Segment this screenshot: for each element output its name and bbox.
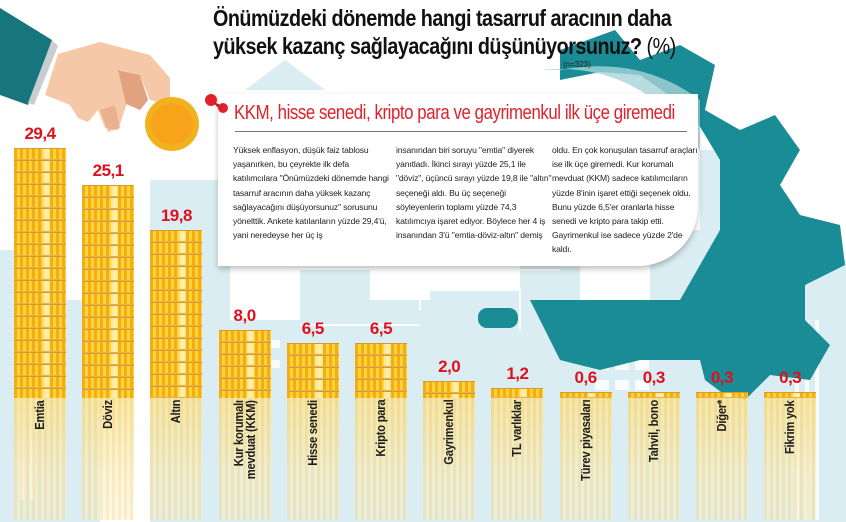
bar-category-label: Diğer* — [702, 400, 742, 520]
article-box — [218, 94, 698, 266]
bar-category-label: Kur korumalı mevduat (KKM) — [225, 400, 265, 520]
bar-value-label: 19,8 — [160, 206, 193, 225]
title-unit: (%) — [646, 33, 677, 59]
title-line-2: yüksek kazanç sağlayacağını düşünüyorsun… — [213, 32, 676, 60]
article-column-1: Yüksek enflasyon, düşük faiz tablosu yaş… — [233, 145, 389, 241]
bar-value-label: 29,4 — [24, 124, 56, 143]
bar-value-label: 0,3 — [642, 368, 666, 387]
bar-reflection — [627, 398, 680, 520]
coin-stack — [627, 392, 680, 398]
coin-stack — [355, 343, 407, 398]
bar-category-label: TL varlıklar — [497, 400, 537, 520]
bar-2: 19,8 Altın — [150, 0, 203, 522]
bar-category-label: Tahvil, bono — [634, 400, 674, 520]
bar-value-label: 0,3 — [779, 368, 802, 387]
coin-stack — [218, 330, 271, 398]
bar-value-label: 6,5 — [369, 319, 393, 338]
bar-11: 0,3 Fikrim yok — [764, 0, 817, 522]
article-subheadline: KKM, hisse senedi, kripto para ve gayrim… — [234, 102, 675, 124]
category-text: Emtia — [33, 400, 47, 430]
bar-4: 6,5 Hisse senedi — [286, 0, 339, 522]
bar-reflection — [14, 398, 66, 520]
bar-8: 0,6 Türev piyasaları — [559, 0, 612, 522]
title-line-2-text: yüksek kazanç sağlayacağını düşünüyorsun… — [213, 33, 642, 59]
category-text: Gayrimenkul — [442, 400, 457, 466]
gear-icon — [478, 30, 845, 400]
bar-reflection — [355, 398, 407, 520]
bar-category-label: Emtia — [20, 400, 60, 520]
bar-value-label: 2,0 — [438, 357, 461, 376]
bar-1: 25,1 Döviz — [82, 0, 135, 522]
coin-stack — [764, 392, 817, 398]
bar-reflection — [150, 398, 203, 520]
category-text: Kripto para — [374, 400, 388, 458]
bar-10: 0,3 Diğer* — [696, 0, 748, 522]
bar-0: 29,4 Emtia — [14, 0, 66, 522]
article-column-3: oldu. En çok konuşulan tasarruf araçları… — [552, 145, 698, 255]
hand-dropping-coin-illustration — [0, 8, 199, 151]
bar-3: 8,0 Kur korumalı mevduat (KKM) — [218, 0, 271, 522]
category-text: Diğer* — [715, 400, 729, 432]
bar-category-label: Hisse senedi — [293, 400, 333, 520]
push-pin-icon — [205, 94, 228, 113]
bar-reflection — [218, 398, 271, 520]
subheadline-divider — [235, 131, 687, 132]
bar-reflection — [423, 398, 476, 520]
coin-stack — [491, 388, 544, 398]
bar-6: 2,0 Gayrimenkul — [423, 0, 476, 522]
bar-reflection — [286, 398, 339, 520]
coin-stack — [559, 392, 612, 398]
coin-stack — [82, 185, 135, 398]
category-text: Kur korumalı mevduat (KKM) — [231, 400, 258, 480]
coin-stack — [14, 148, 66, 398]
category-text: Döviz — [101, 400, 116, 429]
category-text: Altın — [169, 400, 184, 424]
bar-value-label: 0,3 — [710, 368, 734, 387]
bar-value-label: 25,1 — [92, 161, 125, 180]
bar-value-label: 1,2 — [506, 364, 529, 383]
bar-7: 1,2 TL varlıklar — [491, 0, 544, 522]
coin-stack — [150, 230, 203, 398]
bar-category-label: Kripto para — [361, 400, 401, 520]
bar-value-label: 0,6 — [574, 368, 598, 387]
coin-stack — [286, 343, 339, 398]
bar-category-label: Gayrimenkul — [429, 400, 469, 520]
category-text: Tahvil, bono — [646, 400, 661, 463]
article-column-2: insanından biri soruyu "emtia" diyerek y… — [396, 145, 552, 241]
bar-reflection — [696, 398, 748, 520]
category-text: Fikrim yok — [783, 400, 798, 454]
bar-value-label: 6,5 — [301, 319, 325, 338]
bar-category-label: Altın — [156, 400, 196, 520]
category-text: TL varlıklar — [510, 400, 525, 457]
bar-reflection — [491, 398, 544, 520]
bar-reflection — [82, 398, 135, 520]
bar-reflection — [764, 398, 817, 520]
bar-reflection — [559, 398, 612, 520]
coin-stack — [696, 392, 748, 398]
bar-value-label: 8,0 — [233, 306, 257, 325]
bar-category-label: Fikrim yok — [770, 400, 810, 520]
bar-category-label: Döviz — [88, 400, 128, 520]
category-text: Türev piyasaları — [578, 400, 593, 482]
sample-size: (n=323) — [563, 60, 591, 69]
bar-9: 0,3 Tahvil, bono — [627, 0, 680, 522]
coin-stack — [423, 381, 476, 398]
bar-5: 6,5 Kripto para — [355, 0, 407, 522]
bar-category-label: Türev piyasaları — [566, 400, 606, 520]
category-text: Hisse senedi — [305, 400, 320, 466]
